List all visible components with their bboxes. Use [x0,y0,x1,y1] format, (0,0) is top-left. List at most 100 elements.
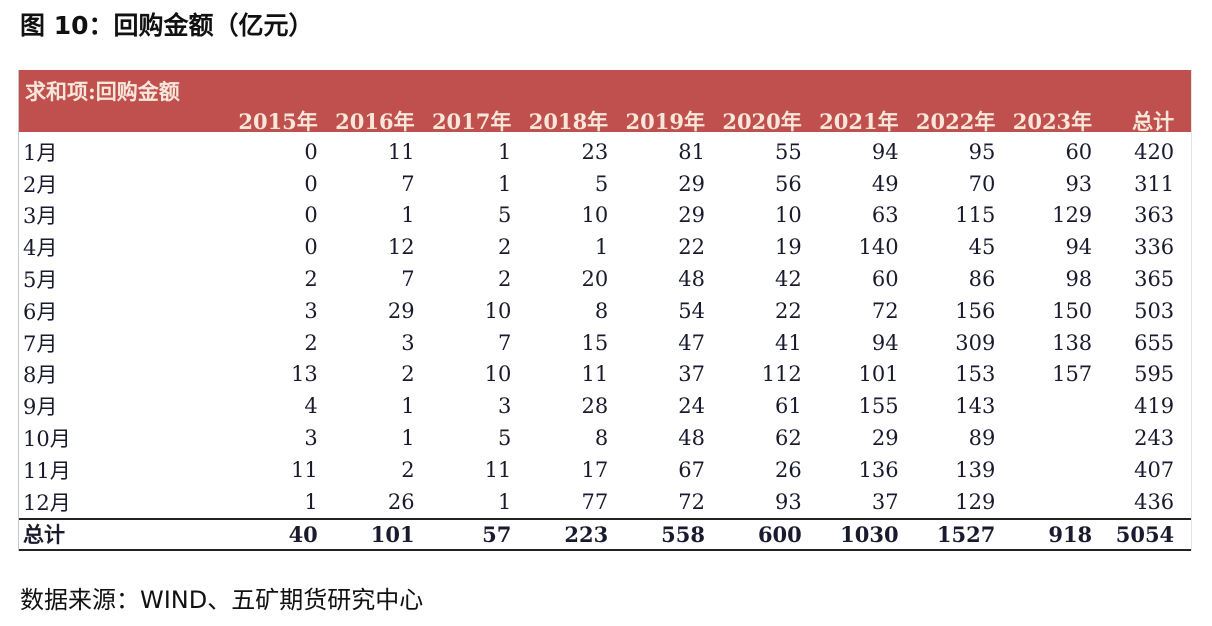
table-cell: 17 [581,457,609,482]
table-cell: 11 [387,139,415,164]
table-cell: 60 [1065,139,1093,164]
table-cell: 89 [968,426,996,451]
table-cell: 49 [871,171,899,196]
table-cell: 48 [678,426,705,451]
column-header: 2021年 [819,109,899,134]
table-cell: 336 [1134,235,1175,260]
row-label: 7月 [23,331,58,356]
table-cell: 40 [288,521,318,547]
table-cell: 309 [955,330,996,355]
column-header: 2017年 [431,109,512,134]
table-cell: 55 [775,139,802,164]
table-cell: 67 [678,457,705,482]
table-cell: 101 [370,521,415,547]
table-cell: 28 [581,394,609,419]
table-cell: 60 [871,267,899,292]
row-label: 12月 [23,490,71,515]
table-cell: 5 [498,426,512,451]
table-cell: 3 [304,426,318,451]
table-cell: 365 [1134,267,1175,292]
table-cell: 8 [594,298,609,323]
table-cell: 70 [968,171,996,196]
table-cell: 24 [678,394,705,419]
table-cell: 57 [482,521,512,547]
table-row: 11月 11 2 11 17 67 26 136 139 407 [19,454,1191,486]
table-cell: 363 [1134,203,1175,228]
table-cell: 22 [775,298,802,323]
buyback-table: 求和项:回购金额 2015年 2016年 2017年 2018年 2019年 2020年 2… [18,70,1192,551]
table-cell: 140 [858,235,899,260]
table-cell: 1 [594,235,609,260]
table-cell: 139 [955,457,996,482]
header-spacer [19,106,223,136]
table-cell: 436 [1134,489,1175,514]
table-cell: 62 [775,426,802,451]
table-cell: 150 [1052,298,1093,323]
table-cell: 98 [1065,267,1093,292]
table-cell: 2 [304,330,318,355]
table-cell: 112 [761,362,802,387]
table-cell: 94 [871,330,899,355]
table-row: 3月 0 1 5 10 29 10 63 115 129 363 [19,200,1191,232]
table-cell: 13 [291,362,318,387]
table-cell: 54 [678,298,705,323]
table-cell: 503 [1134,298,1175,323]
row-label: 总计 [23,522,65,548]
table-cell: 918 [1048,521,1093,547]
table-cell: 3 [401,330,415,355]
table-cell: 29 [678,203,705,228]
table-cell: 595 [1134,362,1175,387]
column-header: 2020年 [722,109,802,134]
table-cell: 143 [955,394,996,419]
table-cell: 37 [871,489,899,514]
table-row: 4月 0 12 2 1 22 19 140 45 94 336 [19,231,1191,263]
row-label: 3月 [23,204,58,229]
row-label: 6月 [23,299,58,324]
table-cell: 77 [581,489,609,514]
row-label: 4月 [23,236,58,261]
table-cell: 26 [387,489,415,514]
table-caption: 求和项:回购金额 [25,79,180,104]
table-row: 5月 2 7 2 20 48 42 60 86 98 365 [19,263,1191,295]
table-cell: 22 [678,235,705,260]
column-header: 2019年 [625,109,705,134]
table-cell: 311 [1134,171,1175,196]
table-cell: 23 [581,139,609,164]
table-cell: 63 [871,203,899,228]
table-row: 10月 3 1 5 8 48 62 29 89 243 [19,422,1191,454]
table-cell: 1030 [840,521,899,547]
table-cell: 41 [775,330,802,355]
column-header: 2015年 [238,109,318,134]
table-cell: 42 [775,267,802,292]
table-row: 6月 3 29 10 8 54 22 72 156 150 503 [19,295,1191,327]
table-cell: 1 [401,203,415,228]
table-cell: 1 [401,394,415,419]
table-cell: 558 [661,521,705,547]
table-row: 2月 0 7 1 5 29 56 49 70 93 311 [19,168,1191,200]
row-label: 11月 [23,458,71,483]
table-cell: 136 [858,457,899,482]
table-cell: 61 [775,394,802,419]
table-cell: 0 [304,203,318,228]
table-cell: 37 [678,362,705,387]
table-cell: 93 [775,489,802,514]
table-cell: 86 [968,267,996,292]
table-row: 7月 2 3 7 15 47 41 94 309 138 655 [19,327,1191,359]
table-cell: 4 [304,394,318,419]
row-label: 2月 [23,172,58,197]
table-cell: 153 [955,362,996,387]
table-cell: 56 [775,171,802,196]
table-cell: 2 [498,235,512,260]
row-label: 8月 [23,363,58,388]
table-cell: 243 [1134,426,1175,451]
table-cell: 93 [1065,171,1093,196]
table-cell: 1 [498,489,512,514]
table-cell: 10 [484,298,512,323]
row-label: 9月 [23,395,58,420]
table-cell: 155 [858,394,899,419]
table-cell: 5 [498,203,512,228]
column-header: 2016年 [335,109,415,134]
table-cell: 94 [871,139,899,164]
table-cell: 157 [1052,362,1093,387]
table-cell: 11 [291,457,318,482]
